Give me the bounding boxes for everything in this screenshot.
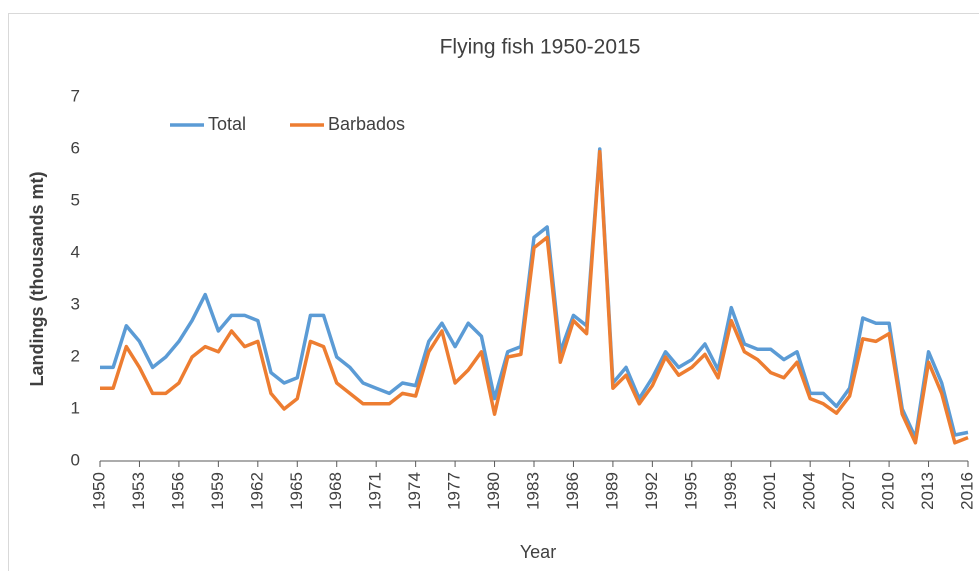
x-tick-label: 1974 — [405, 472, 424, 510]
x-tick-label: 1986 — [563, 472, 582, 510]
legend-label: Total — [208, 114, 246, 134]
x-tick-label: 2007 — [839, 472, 858, 510]
chart-border — [8, 13, 979, 571]
legend-label: Barbados — [328, 114, 405, 134]
y-axis-label: Landings (thousands mt) — [27, 172, 47, 387]
x-tick-label: 1962 — [247, 472, 266, 510]
series-line — [100, 149, 969, 445]
x-tick-label: 2001 — [760, 472, 779, 510]
chart-title: Flying fish 1950-2015 — [440, 36, 641, 59]
y-tick-label: 0 — [71, 450, 80, 469]
x-tick-label: 1959 — [208, 472, 227, 510]
x-tick-label: 1980 — [484, 472, 503, 510]
x-tick-label: 1998 — [721, 472, 740, 510]
series-line — [100, 147, 969, 440]
x-tick-label: 1971 — [366, 472, 385, 510]
x-tick-label: 1968 — [326, 472, 345, 510]
y-tick-label: 7 — [71, 86, 80, 105]
y-tick-label: 1 — [71, 398, 80, 417]
x-tick-label: 1977 — [445, 472, 464, 510]
y-tick-label: 4 — [71, 242, 80, 261]
x-tick-label: 2013 — [918, 472, 937, 510]
x-tick-label: 1956 — [168, 472, 187, 510]
x-tick-label: 1950 — [89, 472, 108, 510]
y-tick-label: 5 — [71, 190, 80, 209]
x-tick-label: 1983 — [523, 472, 542, 510]
y-tick-label: 3 — [71, 294, 80, 313]
x-tick-label: 1995 — [681, 472, 700, 510]
x-tick-label: 2016 — [957, 472, 976, 510]
y-tick-label: 2 — [71, 346, 80, 365]
y-tick-label: 6 — [71, 138, 80, 157]
x-tick-label: 2010 — [879, 472, 898, 510]
x-tick-label: 2004 — [800, 472, 819, 510]
x-tick-label: 1953 — [129, 472, 148, 510]
x-tick-label: 1965 — [287, 472, 306, 510]
x-tick-label: 1992 — [642, 472, 661, 510]
x-tick-label: 1989 — [602, 472, 621, 510]
x-axis-label: Year — [520, 542, 556, 562]
